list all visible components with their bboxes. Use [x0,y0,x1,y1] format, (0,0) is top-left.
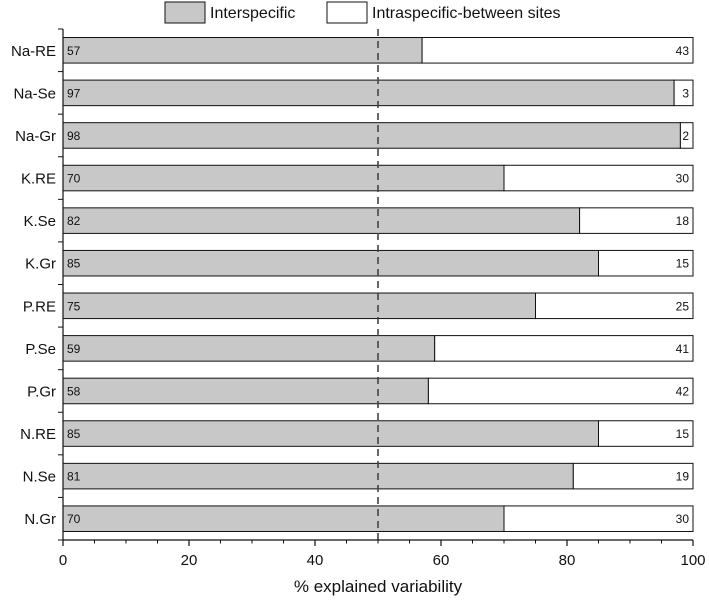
value-label-interspecific-3: 70 [67,172,81,186]
x-tick-label-20: 20 [181,552,198,569]
category-label-9: N.RE [20,426,56,443]
bar-intraspecific-7 [434,335,694,362]
value-label-interspecific-1: 97 [67,86,81,100]
bars: 57 43 97 3 98 2 70 30 82 18 85 15 75 25 59 41 58 42 85 15 81… [62,37,694,532]
value-label-intraspecific-1: 3 [682,86,689,100]
bar-interspecific-5 [62,249,599,277]
bar-interspecific-10 [62,462,574,490]
x-tick-label-60: 60 [433,552,450,569]
value-label-interspecific-10: 81 [67,470,81,484]
category-label-6: P.RE [23,298,56,315]
value-label-intraspecific-5: 15 [676,257,690,271]
bar-intraspecific-4 [579,207,694,234]
bar-intraspecific-6 [535,292,694,320]
value-label-interspecific-9: 85 [67,427,81,441]
bar-intraspecific-9 [598,420,694,447]
value-label-interspecific-8: 58 [67,384,81,398]
category-label-4: K.Se [23,213,56,230]
category-label-7: P.Se [25,341,56,358]
bar-interspecific-2 [62,122,681,149]
value-label-intraspecific-3: 30 [676,172,690,186]
x-tick-label-80: 80 [559,552,576,569]
bar-intraspecific-0 [421,37,694,64]
legend-swatch-interspecific [164,1,206,24]
category-label-0: Na-RE [11,43,56,60]
category-label-5: K.Gr [25,256,56,273]
bar-intraspecific-1 [673,79,694,107]
value-label-interspecific-5: 85 [67,257,81,271]
legend: Interspecific Intraspecific-between sites [164,1,561,24]
value-label-intraspecific-9: 15 [676,427,690,441]
category-label-11: N.Gr [24,511,56,528]
value-label-intraspecific-0: 43 [676,44,690,58]
axes: Na-RE Na-Se Na-Gr K.RE K.Se K.Gr P.RE P.Se P.Gr N… [11,28,706,569]
value-label-intraspecific-11: 30 [676,512,690,526]
value-label-intraspecific-10: 19 [676,470,690,484]
value-label-intraspecific-8: 42 [676,384,690,398]
value-label-intraspecific-2: 2 [682,129,689,143]
bar-interspecific-7 [62,335,436,362]
category-label-2: Na-Gr [15,128,56,145]
bar-interspecific-3 [62,164,505,192]
bar-intraspecific-2 [679,122,694,149]
value-label-interspecific-4: 82 [67,214,81,228]
legend-label-interspecific: Interspecific [210,5,295,22]
x-tick-label-100: 100 [680,552,705,569]
value-label-interspecific-11: 70 [67,512,81,526]
bar-interspecific-6 [62,292,536,320]
bar-intraspecific-3 [503,164,694,192]
x-axis-title: % explained variability [294,577,463,596]
bar-intraspecific-10 [572,462,694,490]
value-label-intraspecific-4: 18 [676,214,690,228]
legend-label-intraspecific: Intraspecific-between sites [372,5,561,22]
bar-interspecific-0 [62,37,423,64]
bar-intraspecific-11 [503,505,694,532]
bar-interspecific-1 [62,79,675,107]
bar-intraspecific-8 [427,377,694,405]
bar-interspecific-8 [62,377,429,405]
category-label-3: K.RE [21,171,56,188]
category-label-1: Na-Se [13,85,56,102]
bar-interspecific-11 [62,505,505,532]
value-label-interspecific-7: 59 [67,342,81,356]
bar-interspecific-9 [62,420,599,447]
category-label-10: N.Se [23,469,56,486]
x-tick-label-40: 40 [307,552,324,569]
bar-interspecific-4 [62,207,581,234]
value-label-interspecific-0: 57 [67,44,81,58]
category-label-8: P.Gr [27,383,56,400]
x-tick-label-0: 0 [59,552,67,569]
value-label-intraspecific-7: 41 [676,342,690,356]
value-label-intraspecific-6: 25 [676,299,690,313]
bar-intraspecific-5 [598,249,694,277]
value-label-interspecific-2: 98 [67,129,81,143]
legend-swatch-intraspecific [326,1,368,24]
value-label-interspecific-6: 75 [67,299,81,313]
